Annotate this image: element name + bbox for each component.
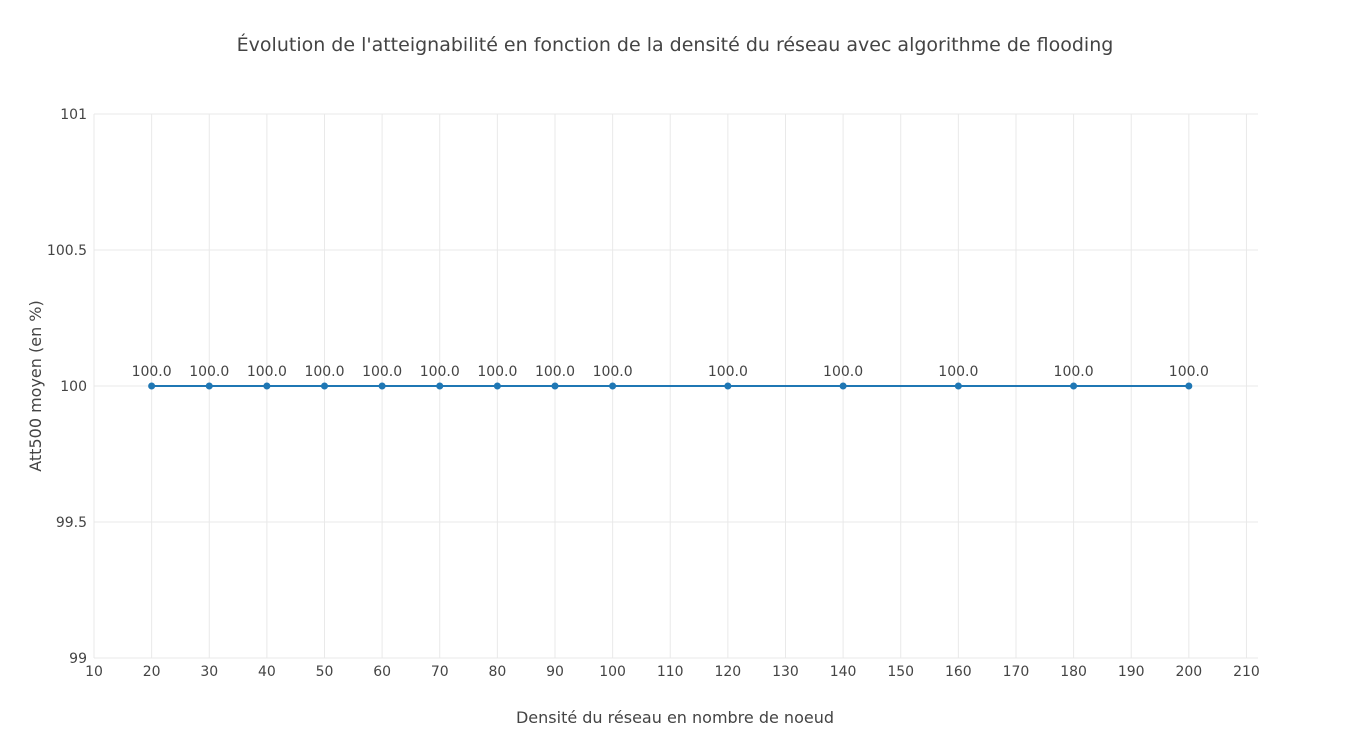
x-axis-ticks: 10 20 30 40 50 60 70 80 90 100 110 120 130 140 150 160 1… [85, 664, 1260, 680]
data-point[interactable] [609, 382, 617, 390]
data-label: 100.0 [823, 364, 863, 380]
x-tick-label: 40 [258, 664, 276, 680]
data-point[interactable] [1185, 382, 1193, 390]
x-tick-label: 10 [85, 664, 103, 680]
data-label: 100.0 [535, 364, 575, 380]
x-tick-label: 20 [143, 664, 161, 680]
data-label: 100.0 [247, 364, 287, 380]
x-tick-label: 130 [772, 664, 799, 680]
x-tick-label: 50 [316, 664, 334, 680]
data-point[interactable] [839, 382, 847, 390]
data-label: 100.0 [1054, 364, 1094, 380]
data-point[interactable] [263, 382, 271, 390]
data-point[interactable] [954, 382, 962, 390]
data-label: 100.0 [132, 364, 172, 380]
data-point[interactable] [724, 382, 732, 390]
x-tick-label: 180 [1060, 664, 1087, 680]
x-tick-label: 60 [373, 664, 391, 680]
data-point[interactable] [378, 382, 386, 390]
x-tick-label: 150 [887, 664, 914, 680]
data-label: 100.0 [362, 364, 402, 380]
x-tick-label: 210 [1233, 664, 1260, 680]
y-axis-title: Att500 moyen (en %) [26, 300, 45, 472]
x-axis-title: Densité du réseau en nombre de noeud [516, 708, 834, 727]
data-label: 100.0 [420, 364, 460, 380]
data-point[interactable] [320, 382, 328, 390]
data-label: 100.0 [593, 364, 633, 380]
x-tick-label: 110 [657, 664, 684, 680]
x-tick-label: 80 [488, 664, 506, 680]
data-label: 100.0 [708, 364, 748, 380]
y-tick-label: 101 [60, 107, 87, 123]
data-label: 100.0 [1169, 364, 1209, 380]
x-tick-label: 160 [945, 664, 972, 680]
x-tick-label: 100 [599, 664, 626, 680]
x-tick-label: 70 [431, 664, 449, 680]
y-tick-label: 99 [69, 651, 87, 667]
y-axis-ticks: 99 99.5 100 100.5 101 [47, 107, 87, 667]
x-tick-label: 30 [200, 664, 218, 680]
x-tick-label: 140 [830, 664, 857, 680]
data-point[interactable] [205, 382, 213, 390]
y-tick-label: 100.5 [47, 243, 87, 259]
x-tick-label: 120 [714, 664, 741, 680]
x-tick-label: 90 [546, 664, 564, 680]
data-point[interactable] [551, 382, 559, 390]
series-layer [148, 382, 1193, 390]
y-tick-label: 100 [60, 379, 87, 395]
x-tick-label: 190 [1118, 664, 1145, 680]
data-point[interactable] [1070, 382, 1078, 390]
data-label: 100.0 [477, 364, 517, 380]
data-point[interactable] [436, 382, 444, 390]
x-tick-label: 170 [1003, 664, 1030, 680]
chart-title: Évolution de l'atteignabilité en fonctio… [237, 33, 1114, 56]
data-point[interactable] [493, 382, 501, 390]
data-labels: 100.0 100.0 100.0 100.0 100.0 100.0 100.0 100.0… [132, 364, 1209, 380]
data-label: 100.0 [304, 364, 344, 380]
x-tick-label: 200 [1175, 664, 1202, 680]
data-label: 100.0 [938, 364, 978, 380]
data-point[interactable] [148, 382, 156, 390]
data-label: 100.0 [189, 364, 229, 380]
y-tick-label: 99.5 [56, 515, 87, 531]
